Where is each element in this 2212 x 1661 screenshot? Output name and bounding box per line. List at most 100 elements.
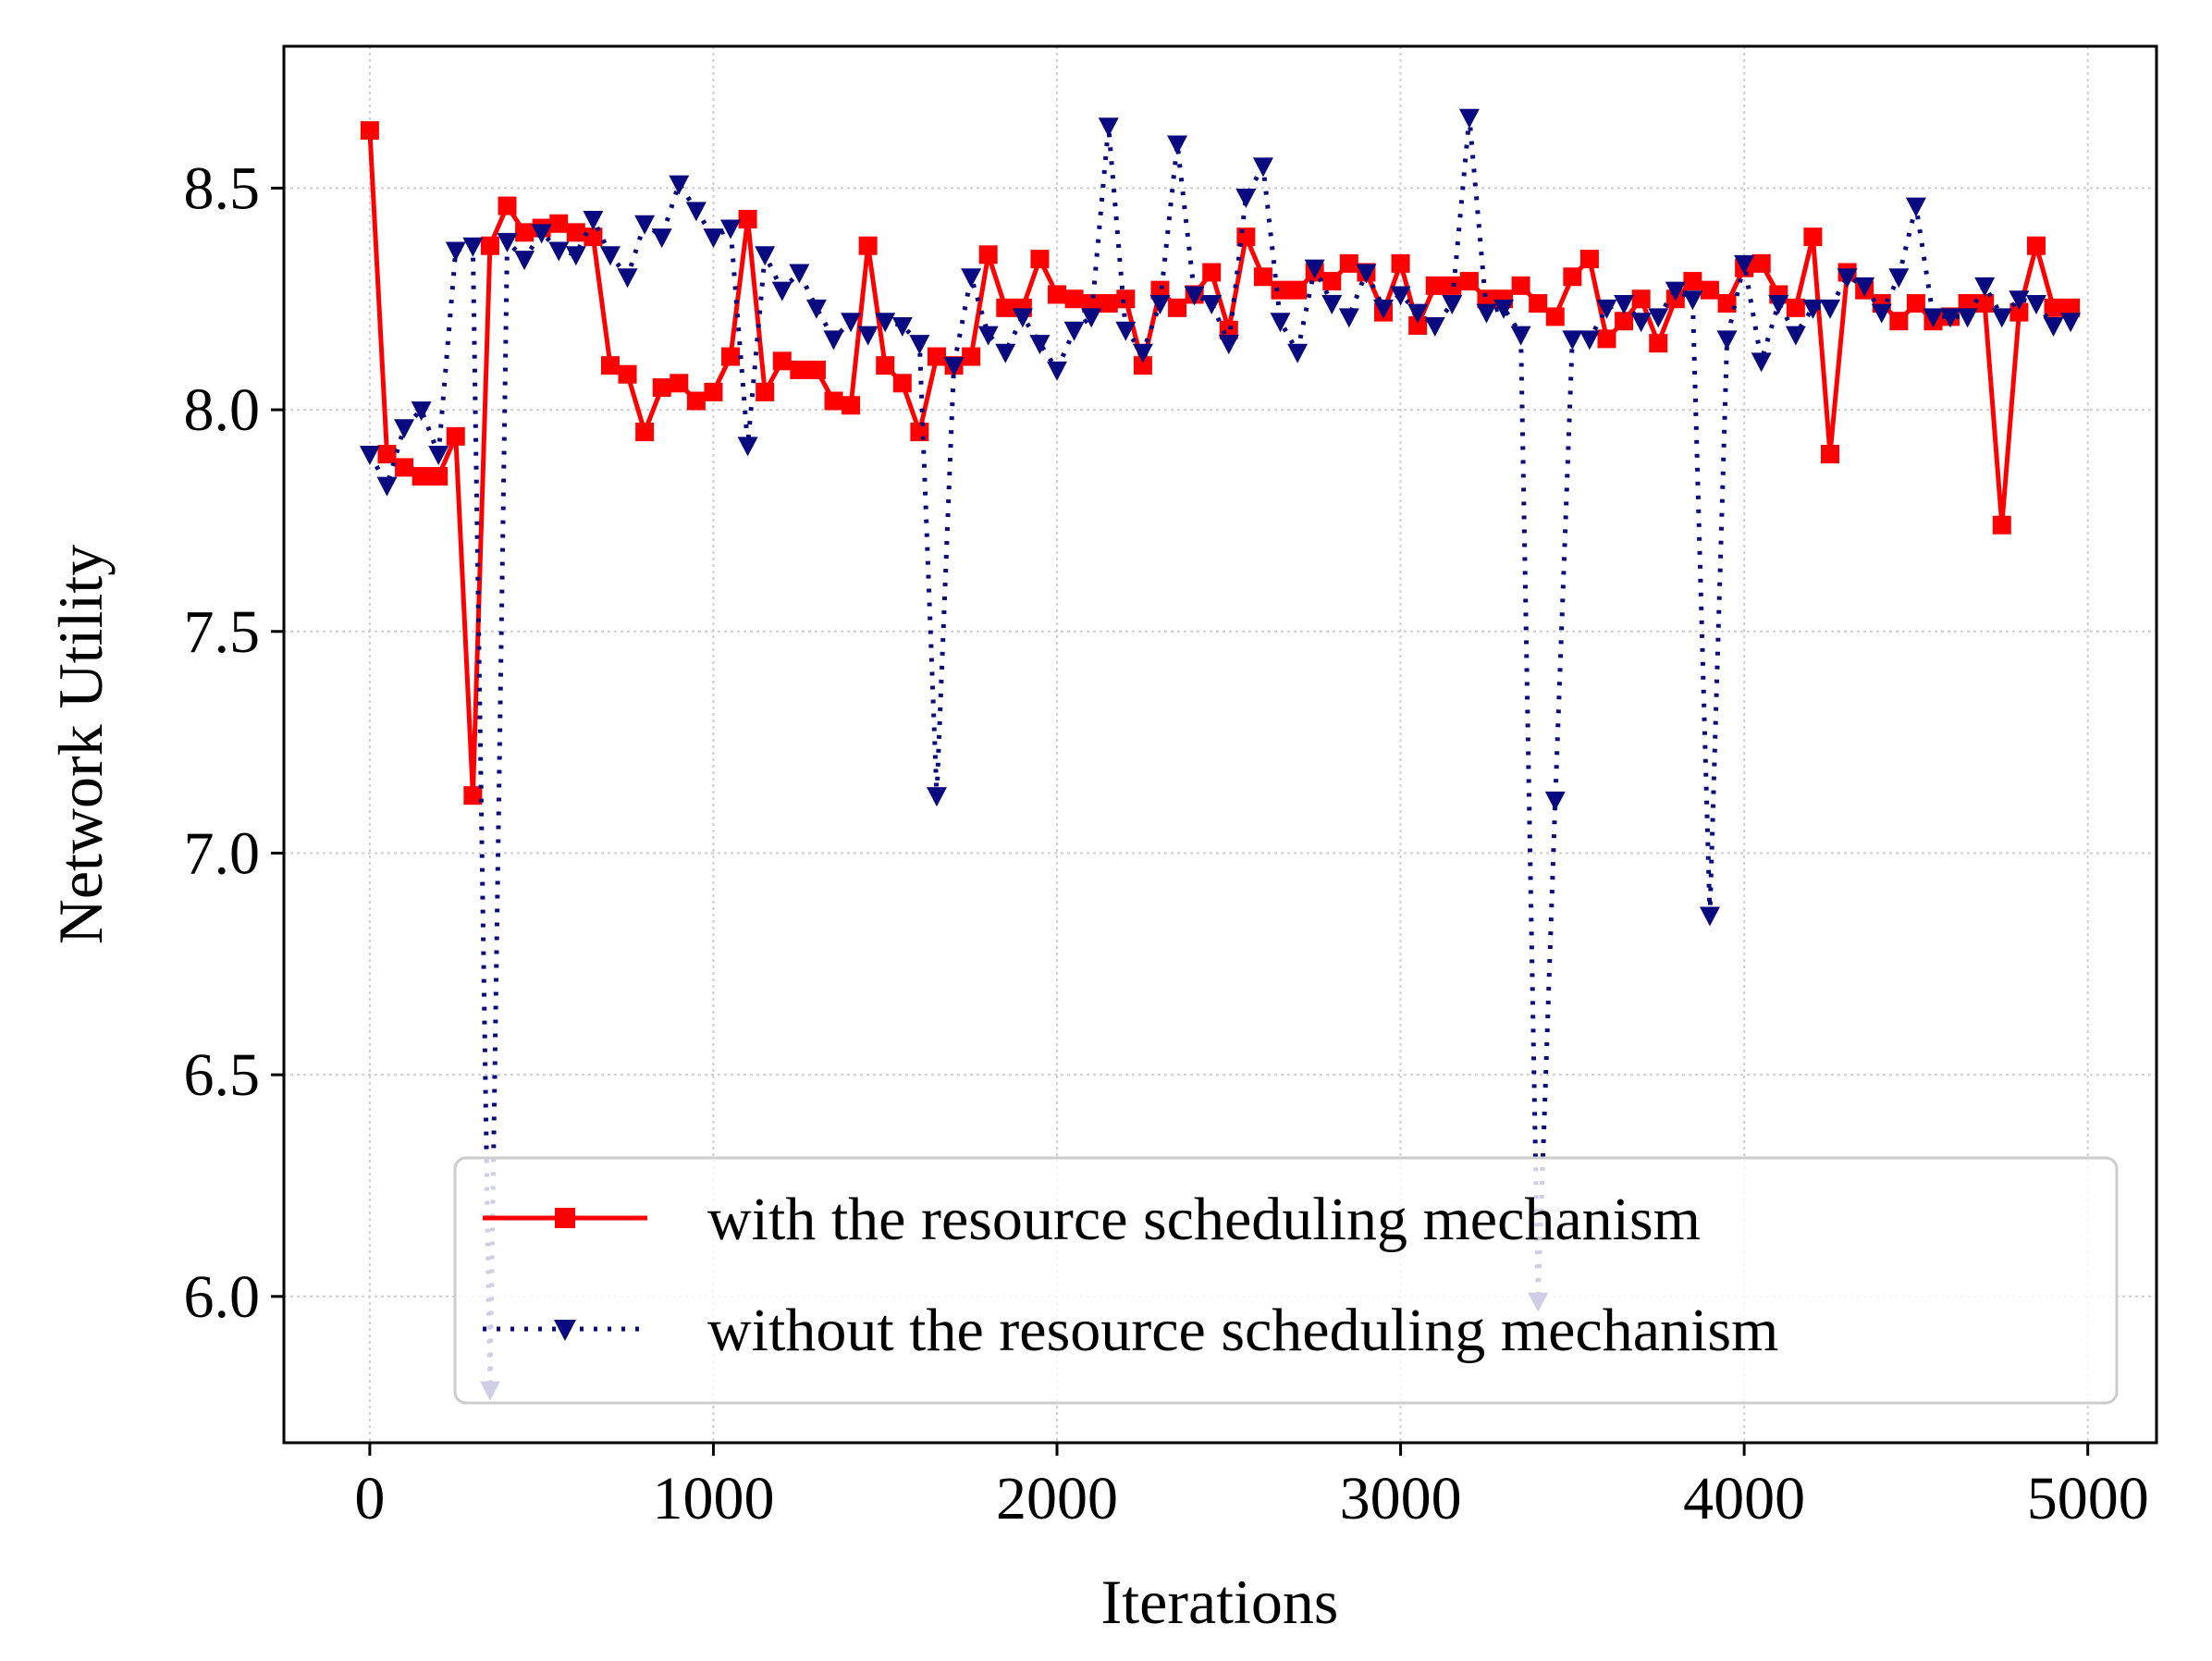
data-point xyxy=(1596,299,1617,319)
data-point xyxy=(1219,320,1238,339)
legend-marker-with-mechanism xyxy=(555,1208,575,1228)
data-point xyxy=(1442,295,1463,315)
data-point xyxy=(720,219,742,240)
data-point xyxy=(1545,307,1565,326)
y-tick-label: 7.0 xyxy=(184,819,261,887)
data-point xyxy=(1579,330,1600,351)
data-point xyxy=(977,326,999,346)
data-point xyxy=(2060,313,2082,333)
data-point xyxy=(755,246,776,266)
data-point xyxy=(876,356,895,375)
data-point xyxy=(1339,253,1358,273)
data-point xyxy=(1751,253,1771,273)
data-point xyxy=(1477,289,1496,309)
data-point xyxy=(961,268,982,289)
data-point xyxy=(2009,290,2030,311)
series-layer xyxy=(359,108,2082,1401)
data-point xyxy=(772,351,792,371)
data-point xyxy=(858,236,878,255)
data-point xyxy=(584,228,603,247)
data-point xyxy=(789,264,810,284)
data-point xyxy=(2043,317,2064,337)
data-point xyxy=(1030,250,1050,269)
data-point xyxy=(1615,312,1634,331)
data-point xyxy=(1372,299,1394,319)
data-point xyxy=(824,391,843,411)
x-tick-label: 3000 xyxy=(1340,1465,1462,1532)
data-point xyxy=(670,374,689,393)
data-point xyxy=(651,228,672,249)
data-point xyxy=(1751,352,1772,373)
data-point xyxy=(909,335,930,355)
data-point xyxy=(600,356,620,375)
data-point xyxy=(548,241,570,262)
data-point xyxy=(1459,272,1479,291)
data-point xyxy=(1803,228,1823,247)
y-tick-label: 7.5 xyxy=(184,598,261,666)
data-point xyxy=(1476,303,1497,324)
data-point xyxy=(1338,308,1359,328)
data-point xyxy=(1253,267,1272,287)
legend: with the resource scheduling mechanism w… xyxy=(453,1156,2119,1405)
data-point xyxy=(1563,267,1582,287)
data-point xyxy=(1734,254,1755,275)
data-point xyxy=(618,364,637,384)
data-point xyxy=(1321,295,1343,315)
data-point xyxy=(359,446,380,466)
data-point xyxy=(1511,276,1530,295)
data-point xyxy=(1716,330,1738,351)
data-point xyxy=(376,476,398,497)
data-point xyxy=(927,347,946,366)
data-point xyxy=(1047,361,1068,381)
data-point xyxy=(1991,308,2012,328)
data-point xyxy=(1889,312,1909,331)
data-point xyxy=(1699,906,1720,927)
data-point xyxy=(1579,250,1599,269)
data-point xyxy=(652,378,671,398)
data-point xyxy=(1322,272,1342,291)
data-point xyxy=(1082,294,1101,314)
data-point xyxy=(1665,281,1686,301)
data-point xyxy=(1407,303,1429,324)
data-point xyxy=(1063,321,1085,341)
data-point xyxy=(1630,313,1652,333)
data-point xyxy=(1201,295,1223,315)
legend-label-without-mechanism: without the resource scheduling mechanis… xyxy=(707,1297,1778,1364)
data-point xyxy=(669,175,690,195)
data-point xyxy=(1648,308,1669,328)
data-point xyxy=(685,202,707,222)
data-point xyxy=(377,445,397,464)
data-point xyxy=(634,215,656,235)
data-point xyxy=(1218,335,1239,355)
data-point xyxy=(857,326,879,346)
data-point xyxy=(1649,334,1668,353)
data-point xyxy=(1614,295,1635,315)
data-point xyxy=(1854,277,1875,297)
data-point xyxy=(1683,272,1702,291)
data-point xyxy=(2026,236,2046,255)
data-point xyxy=(1132,343,1153,363)
data-point xyxy=(1510,326,1531,346)
data-point xyxy=(498,196,517,215)
data-point xyxy=(1425,276,1444,295)
data-point xyxy=(806,360,826,379)
data-point xyxy=(1288,280,1308,300)
data-point xyxy=(704,382,723,401)
data-point xyxy=(1064,289,1084,309)
data-point xyxy=(1957,308,1978,328)
data-point xyxy=(1940,308,1961,328)
data-point xyxy=(1408,316,1428,335)
data-point xyxy=(1149,295,1171,315)
data-point xyxy=(617,268,638,289)
data-point xyxy=(1958,294,1977,314)
data-point xyxy=(1837,268,1858,289)
data-point xyxy=(841,313,862,333)
data-point xyxy=(1544,791,1566,811)
data-point xyxy=(497,232,518,252)
data-point xyxy=(1597,329,1616,349)
x-tick-label: 0 xyxy=(354,1465,385,1532)
data-point xyxy=(1682,290,1703,311)
series-without-mechanism xyxy=(359,108,2082,1401)
data-point xyxy=(428,446,449,466)
